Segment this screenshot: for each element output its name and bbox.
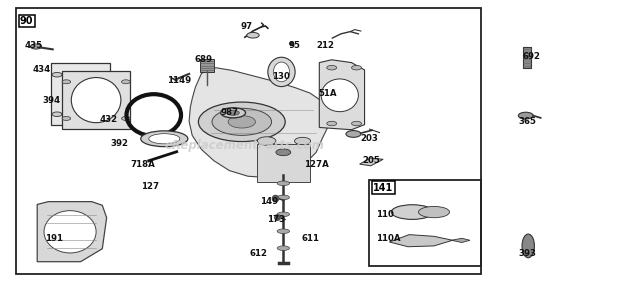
Circle shape	[327, 65, 337, 70]
Text: 1149: 1149	[167, 76, 192, 85]
Text: 692: 692	[522, 52, 540, 61]
Circle shape	[212, 108, 272, 135]
Circle shape	[52, 112, 62, 116]
Ellipse shape	[277, 229, 290, 233]
Circle shape	[327, 121, 337, 126]
Ellipse shape	[522, 234, 534, 258]
Polygon shape	[360, 158, 383, 166]
Text: 110A: 110A	[376, 234, 401, 243]
Ellipse shape	[277, 181, 290, 186]
Bar	[16, 8, 480, 274]
Ellipse shape	[149, 134, 180, 144]
Polygon shape	[389, 235, 453, 247]
Circle shape	[122, 80, 130, 84]
Text: 393: 393	[518, 249, 536, 258]
Circle shape	[228, 116, 255, 128]
Circle shape	[198, 102, 285, 142]
Text: 434: 434	[32, 65, 50, 74]
Ellipse shape	[277, 195, 290, 200]
Text: 394: 394	[42, 96, 60, 105]
Text: 127: 127	[141, 182, 159, 191]
Ellipse shape	[273, 62, 290, 82]
Circle shape	[247, 32, 259, 38]
Circle shape	[30, 44, 42, 49]
Circle shape	[62, 116, 71, 120]
Polygon shape	[37, 202, 107, 262]
Ellipse shape	[277, 246, 290, 250]
Text: 127A: 127A	[304, 160, 329, 169]
Text: 205: 205	[363, 156, 381, 165]
Circle shape	[294, 137, 311, 145]
Text: 110: 110	[376, 210, 394, 219]
Bar	[369, 180, 480, 266]
Circle shape	[352, 65, 361, 70]
Ellipse shape	[321, 79, 358, 112]
Text: 141: 141	[373, 182, 394, 193]
Text: 432: 432	[99, 115, 117, 124]
Text: 130: 130	[272, 72, 290, 81]
Text: 611: 611	[302, 234, 320, 243]
Ellipse shape	[221, 108, 246, 118]
Text: 689: 689	[194, 55, 212, 64]
Text: 365: 365	[518, 117, 536, 126]
Circle shape	[257, 137, 276, 145]
Polygon shape	[257, 144, 310, 182]
Bar	[200, 59, 214, 72]
Circle shape	[99, 112, 109, 116]
Ellipse shape	[141, 131, 188, 147]
Text: eReplacementParts.com: eReplacementParts.com	[165, 139, 325, 152]
Polygon shape	[319, 60, 365, 130]
Text: 212: 212	[316, 41, 334, 50]
Text: 718A: 718A	[130, 160, 155, 169]
Text: 90: 90	[20, 16, 33, 26]
Text: 149: 149	[260, 197, 278, 206]
Text: 191: 191	[45, 234, 63, 243]
Circle shape	[518, 112, 533, 119]
Text: 435: 435	[25, 41, 43, 50]
Text: 612: 612	[250, 249, 268, 258]
Ellipse shape	[277, 212, 290, 217]
Ellipse shape	[44, 211, 96, 253]
Polygon shape	[51, 63, 110, 125]
Bar	[523, 47, 531, 68]
Text: 392: 392	[110, 139, 128, 148]
Text: 173: 173	[267, 215, 285, 224]
Circle shape	[276, 149, 291, 156]
Text: 203: 203	[361, 134, 379, 143]
Ellipse shape	[391, 205, 433, 219]
Circle shape	[99, 72, 109, 77]
Ellipse shape	[227, 110, 239, 115]
Text: 987: 987	[220, 108, 238, 117]
Circle shape	[52, 72, 62, 77]
Circle shape	[352, 121, 361, 126]
Polygon shape	[62, 71, 130, 129]
Polygon shape	[451, 238, 470, 243]
Ellipse shape	[268, 57, 295, 87]
Polygon shape	[189, 68, 329, 178]
Ellipse shape	[418, 206, 449, 218]
Text: 97: 97	[241, 22, 253, 31]
Circle shape	[122, 116, 130, 120]
Text: 95: 95	[288, 41, 300, 50]
Ellipse shape	[71, 78, 121, 123]
Text: 51A: 51A	[318, 89, 337, 98]
Circle shape	[346, 131, 361, 137]
Circle shape	[62, 80, 71, 84]
